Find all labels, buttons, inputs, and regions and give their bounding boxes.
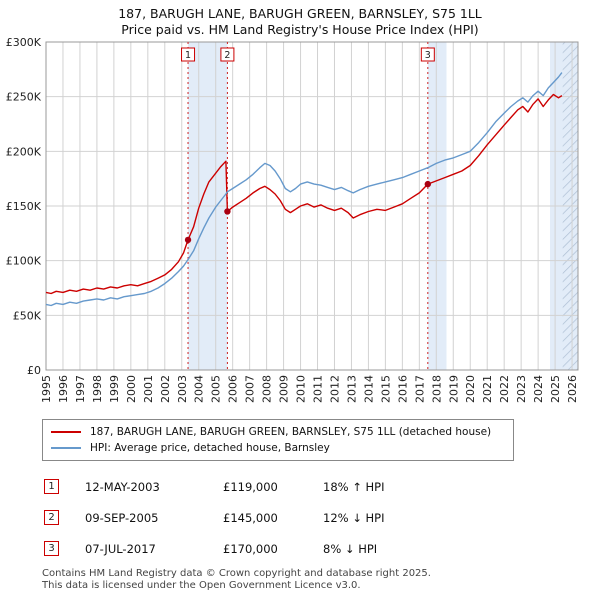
page-subtitle: Price paid vs. HM Land Registry's House … [121, 22, 479, 37]
legend-label: 187, BARUGH LANE, BARUGH GREEN, BARNSLEY… [90, 426, 492, 438]
legend-label: HPI: Average price, detached house, Barn… [90, 442, 330, 454]
transaction-row: 2 09-SEP-2005 £145,000 12% ↓ HPI [0, 502, 600, 533]
x-axis-label: 2017 [413, 375, 426, 403]
x-axis-label: 2020 [464, 375, 477, 403]
x-axis-label: 1997 [74, 375, 87, 403]
transaction-hpi-delta: 12% ↓ HPI [323, 510, 385, 525]
marker-number: 1 [185, 50, 191, 61]
transaction-price: £119,000 [223, 479, 278, 494]
x-axis-label: 2023 [515, 375, 528, 403]
hpi-line [45, 72, 563, 307]
transaction-number-box: 1 [44, 479, 59, 494]
x-axis-label: 2004 [193, 375, 206, 403]
footer-line2: This data is licensed under the Open Gov… [42, 579, 361, 590]
y-axis-label: £300K [6, 38, 42, 49]
x-axis-label: 2012 [328, 375, 341, 403]
x-axis-label: 2003 [176, 375, 189, 403]
marker-number: 2 [224, 50, 230, 61]
y-axis-label: £100K [6, 255, 42, 268]
x-axis-label: 2008 [261, 375, 274, 403]
x-axis-label: 2005 [210, 375, 223, 403]
transaction-price: £145,000 [223, 510, 278, 525]
transactions: 1 12-MAY-2003 £119,000 18% ↑ HPI 2 09-SEP-200… [0, 471, 600, 564]
transaction-hpi-delta: 8% ↓ HPI [323, 541, 378, 556]
x-axis-label: 2015 [379, 375, 392, 403]
transaction-date: 12-MAY-2003 [85, 479, 160, 494]
transaction-row: 3 07-JUL-2017 £170,000 8% ↓ HPI [0, 533, 600, 564]
transaction-hpi-delta: 18% ↑ HPI [323, 479, 385, 494]
x-axis-label: 2000 [125, 375, 138, 403]
transaction-price: £170,000 [223, 541, 278, 556]
x-axis-label: 1995 [40, 375, 53, 403]
transaction-date: 09-SEP-2005 [85, 510, 159, 525]
footer: Contains HM Land Registry data © Crown c… [42, 568, 600, 590]
price-chart: 1 2 3 £0 £50K £100K £150K £200K £250K £300K 1995 19… [6, 38, 579, 403]
x-axis-label: 2009 [278, 375, 291, 403]
hpi-line-swatch [51, 447, 81, 449]
x-axis-label: 2025 [549, 375, 562, 403]
x-axis-label: 2010 [295, 375, 308, 403]
sale-point [184, 236, 192, 244]
marker-number-box [220, 47, 235, 62]
sale-point [424, 180, 432, 188]
transaction-number-box: 2 [44, 510, 59, 525]
transaction-date: 07-JUL-2017 [85, 541, 156, 556]
x-axis-label: 2018 [430, 375, 443, 403]
property-price-line [45, 93, 563, 295]
x-axis-label: 2006 [227, 375, 240, 403]
legend-item: 187, BARUGH LANE, BARUGH GREEN, BARNSLEY… [51, 424, 505, 440]
property-line-swatch [51, 431, 81, 433]
y-axis-label: £50K [13, 309, 42, 322]
y-axis-label: £0 [27, 364, 41, 377]
sale-point [224, 208, 231, 215]
x-axis-label: 2016 [396, 375, 409, 403]
transaction-number-box: 3 [44, 541, 59, 556]
marker-number-box [420, 47, 435, 62]
y-axis-label: £250K [6, 91, 42, 104]
y-axis-label: £200K [6, 145, 42, 158]
x-axis-label: 2007 [244, 375, 257, 403]
page-title: 187, BARUGH LANE, BARUGH GREEN, BARNSLEY… [118, 6, 482, 21]
x-axis-label: 2026 [566, 375, 579, 403]
transaction-row: 1 12-MAY-2003 £119,000 18% ↑ HPI [0, 471, 600, 502]
x-axis-label: 2024 [532, 375, 545, 403]
x-axis-label: 2011 [312, 375, 325, 403]
marker-number: 3 [425, 50, 431, 61]
x-axis-label: 2022 [498, 375, 511, 403]
x-axis-label: 2021 [481, 375, 494, 403]
legend: 187, BARUGH LANE, BARUGH GREEN, BARNSLEY… [42, 419, 514, 461]
legend-item: HPI: Average price, detached house, Barn… [51, 440, 505, 456]
x-axis-label: 2002 [159, 375, 172, 403]
footer-line1: Contains HM Land Registry data © Crown c… [42, 568, 431, 579]
x-axis-label: 1996 [57, 375, 70, 403]
x-axis-label: 1999 [108, 375, 121, 403]
x-axis-label: 2013 [345, 375, 358, 403]
y-axis-label: £150K [6, 200, 42, 213]
x-axis-label: 2001 [142, 375, 155, 403]
x-axis-label: 2014 [362, 375, 375, 403]
x-axis-label: 2019 [447, 375, 460, 403]
marker-number-box [181, 47, 196, 62]
x-axis-label: 1998 [91, 375, 104, 403]
